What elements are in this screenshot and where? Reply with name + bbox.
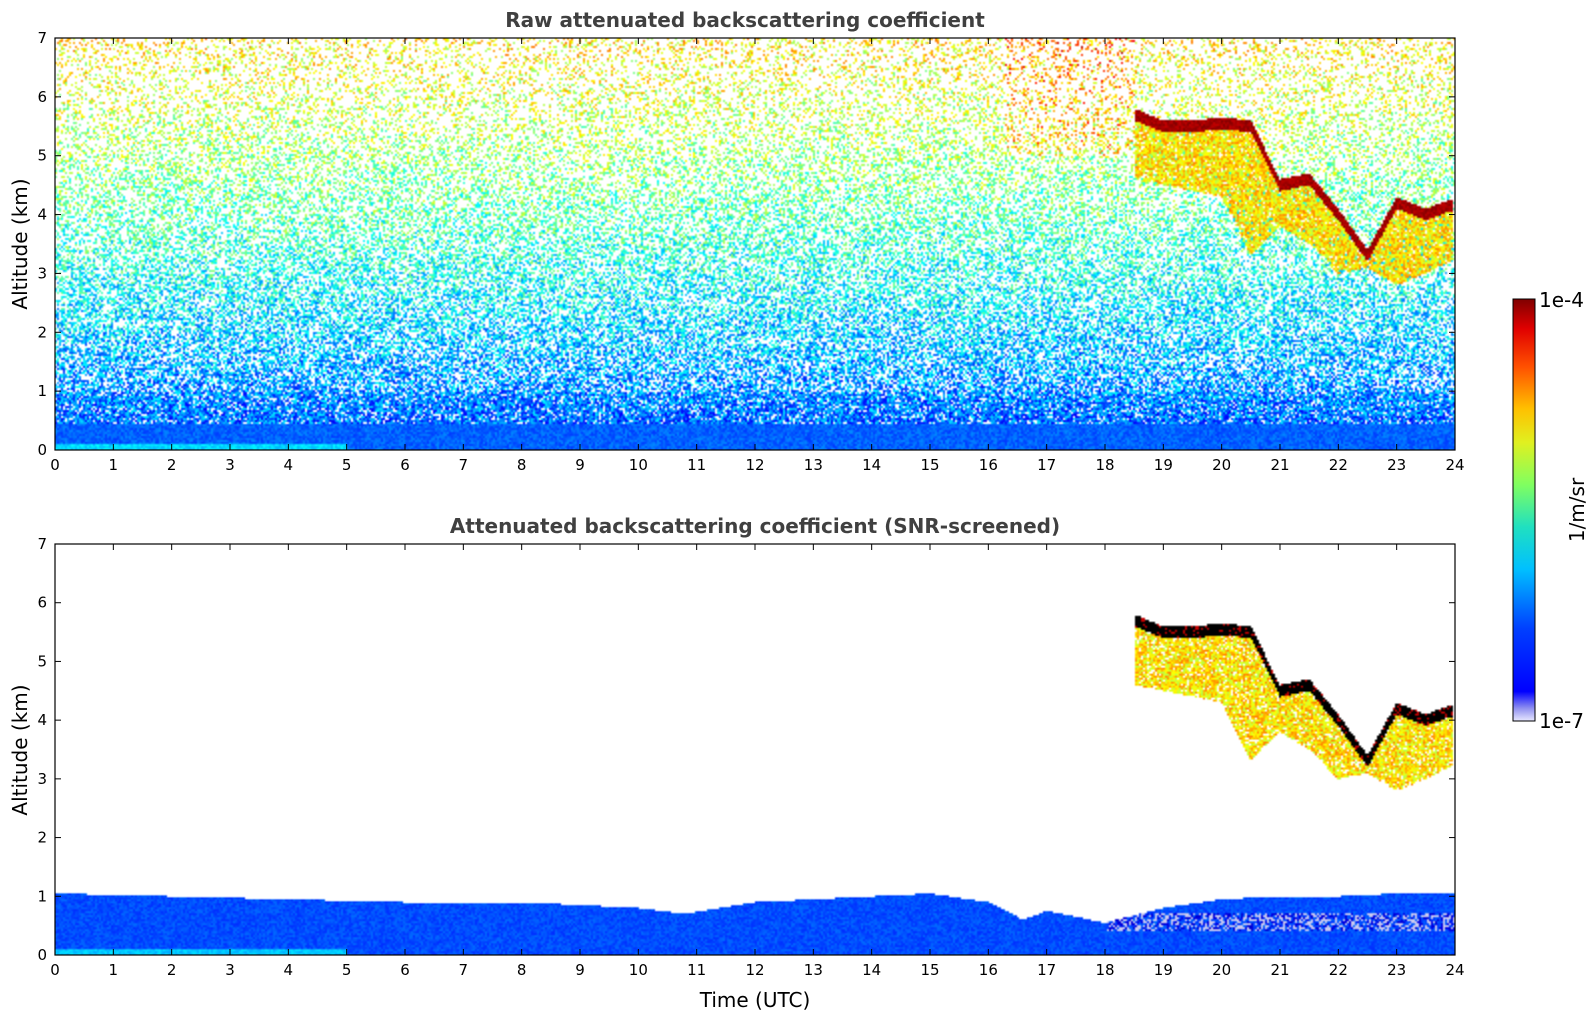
panel2-x-tick-label: 15 <box>920 961 939 979</box>
panel1-x-tick-label: 11 <box>687 456 706 474</box>
panel2-x-tick-label: 8 <box>517 961 527 979</box>
panel2-x-tick-label: 17 <box>1037 961 1056 979</box>
panel1-x-tick-label: 22 <box>1329 456 1348 474</box>
snr-screened-heatmap <box>55 544 1455 955</box>
panel1-y-tick-label: 1 <box>37 382 47 400</box>
panel2-x-tick-label: 12 <box>745 961 764 979</box>
panel1-x-tick-label: 16 <box>979 456 998 474</box>
panel2-y-tick-label: 0 <box>37 946 47 964</box>
panel2-heatmap-image <box>55 544 1455 955</box>
panel1-y-tick-label: 0 <box>37 441 47 459</box>
panel2-y-axis: 0 1 2 3 4 5 6 7 <box>37 535 1455 964</box>
panel2-x-tick-label: 10 <box>629 961 648 979</box>
panel2-x-tick-label: 14 <box>862 961 881 979</box>
panel2-x-tick-label: 7 <box>459 961 469 979</box>
panel1-x-tick-label: 21 <box>1270 456 1289 474</box>
colorbar-min-label: 1e-7 <box>1539 709 1584 733</box>
panel1-x-tick-label: 20 <box>1212 456 1231 474</box>
panel2-x-tick-label: 23 <box>1387 961 1406 979</box>
colorbar-max-label: 1e-4 <box>1539 288 1584 312</box>
panel1-x-tick-label: 7 <box>459 456 469 474</box>
panel2-x-tick-label: 20 <box>1212 961 1231 979</box>
panel1-y-label: Altitude (km) <box>8 178 32 309</box>
panel1-y-tick-label: 7 <box>37 29 47 47</box>
panel1-x-tick-label: 6 <box>400 456 410 474</box>
panel2-x-tick-label: 13 <box>804 961 823 979</box>
snr-screened-panel: Attenuated backscattering coefficient (S… <box>8 514 1465 1012</box>
panel2-y-tick-label: 5 <box>37 652 47 670</box>
panel1-x-tick-label: 14 <box>862 456 881 474</box>
raw-backscatter-panel: Raw attenuated backscattering coefficien… <box>8 8 1465 474</box>
panel2-x-tick-label: 6 <box>400 961 410 979</box>
panel2-x-tick-label: 0 <box>50 961 60 979</box>
panel1-x-tick-label: 1 <box>109 456 119 474</box>
panel2-x-tick-label: 18 <box>1095 961 1114 979</box>
panel1-x-tick-label: 18 <box>1095 456 1114 474</box>
panel1-heatmap-image <box>55 38 1455 450</box>
panel2-y-label: Altitude (km) <box>8 684 32 815</box>
panel1-x-tick-label: 2 <box>167 456 177 474</box>
panel1-x-tick-label: 4 <box>284 456 294 474</box>
panel2-x-tick-label: 19 <box>1154 961 1173 979</box>
panel2-x-tick-label: 4 <box>284 961 294 979</box>
panel2-y-tick-label: 4 <box>37 711 47 729</box>
panel2-x-tick-label: 16 <box>979 961 998 979</box>
panel2-x-tick-label: 24 <box>1445 961 1464 979</box>
colorbar-gradient <box>1512 298 1536 722</box>
panel2-x-tick-label: 1 <box>109 961 119 979</box>
panel1-x-tick-label: 10 <box>629 456 648 474</box>
colorbar: 1e-4 1e-7 1/m/sr <box>1512 288 1589 733</box>
panel2-y-tick-label: 6 <box>37 594 47 612</box>
panel1-x-tick-label: 5 <box>342 456 352 474</box>
panel1-x-tick-label: 24 <box>1445 456 1464 474</box>
panel1-y-tick-label: 3 <box>37 264 47 282</box>
panel2-x-axis: 0 1 2 3 4 5 6 7 8 9 10 11 12 13 14 15 16 17 18 19 20 21 22 23 24 <box>50 544 1465 979</box>
panel2-y-tick-label: 2 <box>37 829 47 847</box>
panel1-title: Raw attenuated backscattering coefficien… <box>505 8 985 32</box>
panel2-x-tick-label: 22 <box>1329 961 1348 979</box>
panel2-title: Attenuated backscattering coefficient (S… <box>450 514 1060 538</box>
panel1-y-tick-label: 5 <box>37 147 47 165</box>
panel2-y-tick-label: 7 <box>37 535 47 553</box>
panel1-x-axis: 0 1 2 3 4 5 6 7 8 9 10 11 12 13 14 15 16 17 18 19 20 21 22 23 24 <box>50 38 1465 474</box>
panel1-x-tick-label: 3 <box>225 456 235 474</box>
panel1-x-tick-label: 0 <box>50 456 60 474</box>
panel1-y-tick-label: 6 <box>37 88 47 106</box>
panel1-x-tick-label: 9 <box>575 456 585 474</box>
panel1-x-tick-label: 23 <box>1387 456 1406 474</box>
raw-backscatter-heatmap <box>55 38 1455 450</box>
panel1-x-tick-label: 17 <box>1037 456 1056 474</box>
panel2-x-tick-label: 9 <box>575 961 585 979</box>
panel2-x-tick-label: 3 <box>225 961 235 979</box>
panel1-x-tick-label: 12 <box>745 456 764 474</box>
panel1-y-tick-label: 4 <box>37 206 47 224</box>
panel2-y-tick-label: 1 <box>37 887 47 905</box>
panel1-x-tick-label: 13 <box>804 456 823 474</box>
panel1-x-tick-label: 19 <box>1154 456 1173 474</box>
panel2-x-tick-label: 21 <box>1270 961 1289 979</box>
panel1-y-tick-label: 2 <box>37 323 47 341</box>
colorbar-unit-label: 1/m/sr <box>1565 477 1589 542</box>
panel1-x-tick-label: 8 <box>517 456 527 474</box>
panel2-x-label: Time (UTC) <box>699 988 811 1012</box>
panel2-y-tick-label: 3 <box>37 770 47 788</box>
panel2-x-tick-label: 11 <box>687 961 706 979</box>
panel2-x-tick-label: 2 <box>167 961 177 979</box>
panel1-y-axis: 0 1 2 3 4 5 6 7 <box>37 29 1455 459</box>
panel2-x-tick-label: 5 <box>342 961 352 979</box>
panel1-x-tick-label: 15 <box>920 456 939 474</box>
